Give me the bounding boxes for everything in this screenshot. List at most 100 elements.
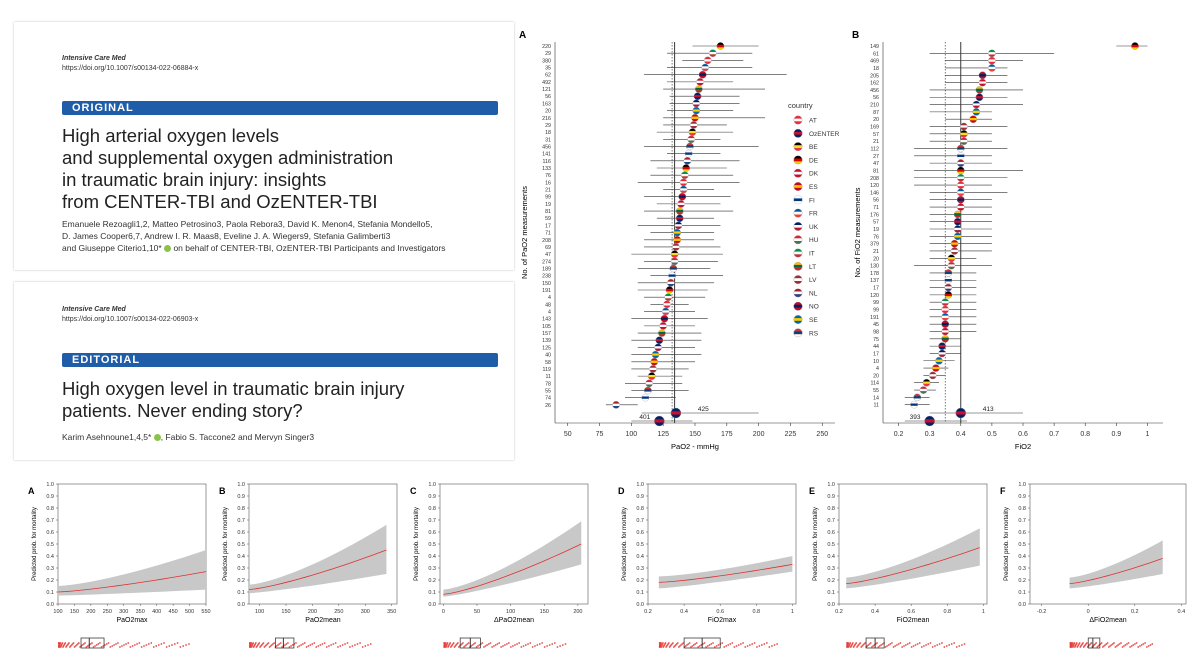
flag-band xyxy=(671,414,681,418)
data-point xyxy=(531,646,534,648)
flag-band xyxy=(794,254,802,258)
original-article-card: Intensive Care Med https://doi.org/10.10… xyxy=(14,22,514,270)
data-point xyxy=(894,645,896,647)
flag-band xyxy=(955,411,966,415)
row-count-label: 150 xyxy=(542,281,551,287)
y-tick-label: 0.7 xyxy=(1018,518,1026,524)
x-tick-label: 0.9 xyxy=(1111,431,1121,438)
row-count-label: 216 xyxy=(542,116,551,122)
panel-letter: E xyxy=(809,486,815,496)
orcid-icon[interactable] xyxy=(153,434,161,442)
data-point xyxy=(287,642,289,644)
row-count-label: 139 xyxy=(542,338,551,344)
flag-band xyxy=(957,183,965,187)
data-point xyxy=(1151,643,1154,645)
data-point xyxy=(83,643,85,645)
country-point xyxy=(944,283,953,292)
data-point xyxy=(710,643,712,645)
data-point xyxy=(252,646,255,648)
flag-band xyxy=(665,288,674,292)
doi-link[interactable]: https://doi.org/10.1007/s00134-022-06884… xyxy=(62,65,199,72)
flag-band xyxy=(644,389,652,392)
row-count-label: 149 xyxy=(870,44,879,50)
flag-outline xyxy=(644,386,652,395)
flag-band xyxy=(686,145,694,148)
data-point xyxy=(307,645,310,647)
data-point xyxy=(712,642,714,644)
data-point xyxy=(746,645,749,647)
author-name: , Fabio S. Taccone2 and Mervyn Singer3 xyxy=(160,432,315,442)
flag-band xyxy=(957,171,965,175)
data-point xyxy=(901,646,903,648)
data-point xyxy=(1070,646,1073,648)
data-point xyxy=(249,646,252,648)
data-point xyxy=(102,645,104,647)
data-point xyxy=(717,644,720,646)
y-axis-title: Predicted prob. for mortality xyxy=(813,507,819,581)
data-point xyxy=(334,642,337,644)
flag-band xyxy=(677,205,685,208)
flag-band xyxy=(954,227,962,231)
flag-outline xyxy=(692,106,701,115)
data-point xyxy=(1103,645,1105,647)
data-point xyxy=(337,646,339,648)
flag-band xyxy=(682,169,690,172)
flag-band xyxy=(655,339,663,342)
row-count-label: 78 xyxy=(545,381,551,387)
data-point xyxy=(278,643,281,645)
data-point xyxy=(897,643,900,645)
data-point xyxy=(332,643,335,645)
flag-outline xyxy=(661,307,670,316)
flag-band xyxy=(660,317,669,320)
flag-outline xyxy=(679,185,688,194)
row-count-label: 120 xyxy=(870,293,879,299)
flag-band xyxy=(957,191,965,194)
data-point xyxy=(1121,646,1124,648)
x-tick-label: 0.4 xyxy=(1178,609,1186,615)
row-count-label: 20 xyxy=(873,256,879,262)
title-line: patients. Never ending story? xyxy=(62,400,303,421)
data-point xyxy=(138,642,141,644)
flag-band xyxy=(794,307,802,311)
flag-band xyxy=(944,271,952,275)
flag-band xyxy=(673,240,681,244)
data-point xyxy=(522,645,525,647)
flag-band xyxy=(948,259,955,262)
data-point xyxy=(548,644,551,646)
flag-band xyxy=(683,162,691,165)
flag-band xyxy=(929,374,937,377)
data-point xyxy=(733,646,736,648)
data-point xyxy=(688,642,691,644)
country-point xyxy=(661,307,670,316)
row-count-label: 56 xyxy=(545,94,551,100)
flag-band xyxy=(913,396,921,399)
data-point xyxy=(261,643,264,645)
data-point xyxy=(1093,644,1095,646)
pooled-point xyxy=(955,407,966,419)
x-tick-label: 0.4 xyxy=(956,431,966,438)
doi-link[interactable]: https://doi.org/10.1007/s00134-022-06903… xyxy=(62,316,199,323)
country-point xyxy=(651,350,660,359)
data-point xyxy=(260,645,262,647)
flag-band xyxy=(938,347,946,350)
data-point xyxy=(265,644,268,646)
row-count-label: 456 xyxy=(542,144,551,150)
flag-band xyxy=(978,81,987,84)
flag-outline xyxy=(658,329,666,337)
x-tick-label: 450 xyxy=(169,609,178,615)
data-point xyxy=(876,642,878,644)
data-point xyxy=(81,644,84,646)
data-point xyxy=(670,644,672,646)
legend-flag-icon xyxy=(793,248,803,258)
data-point xyxy=(858,643,861,645)
flag-outline xyxy=(955,407,966,419)
data-point xyxy=(473,643,475,645)
data-point xyxy=(889,643,891,645)
orcid-icon[interactable] xyxy=(164,245,172,253)
row-count-label: 130 xyxy=(870,264,879,270)
flag-band xyxy=(976,91,983,94)
data-point xyxy=(929,642,932,644)
row-count-label: 121 xyxy=(542,87,551,93)
data-point xyxy=(866,645,869,647)
y-tick-label: 0.2 xyxy=(1018,578,1026,584)
